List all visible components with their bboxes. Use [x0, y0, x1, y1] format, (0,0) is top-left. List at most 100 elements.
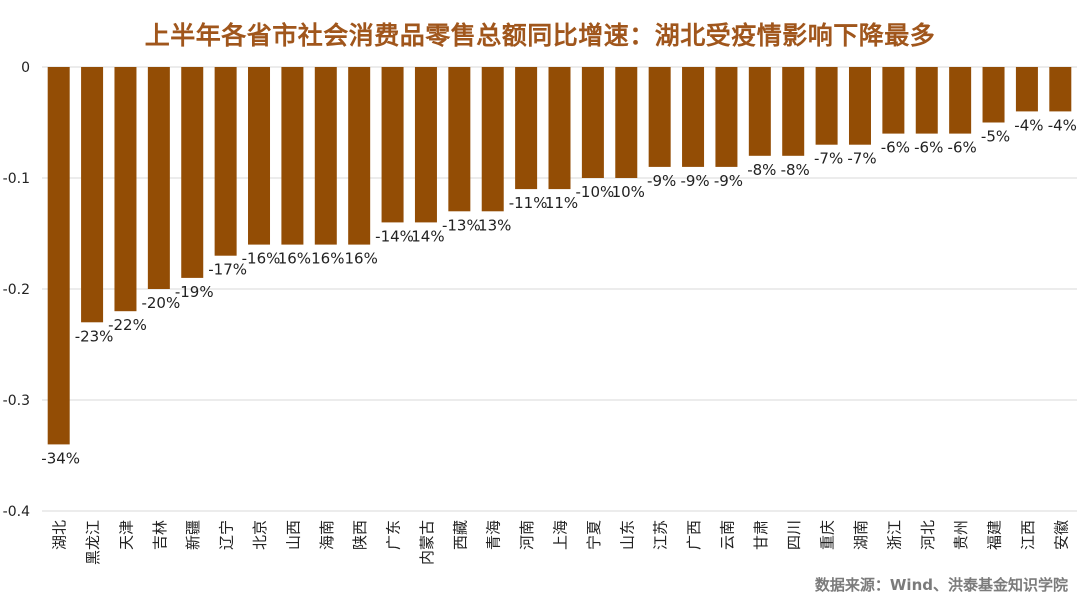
data-label: -19%	[175, 283, 214, 301]
y-tick-label: -0.3	[3, 393, 30, 409]
bar	[248, 67, 271, 245]
bar	[81, 67, 104, 323]
data-label: -9%	[647, 172, 676, 190]
data-label: -4%	[1014, 116, 1043, 134]
x-tick-label: 宁夏	[585, 520, 603, 550]
bar	[982, 67, 1005, 123]
data-label: -8%	[781, 161, 810, 179]
x-tick-label: 山西	[284, 520, 302, 550]
x-tick-label: 上海	[552, 520, 570, 550]
data-label: -9%	[714, 172, 743, 190]
x-tick-label: 北京	[251, 520, 269, 550]
bar	[414, 67, 437, 223]
x-tick-label: 辽宁	[218, 520, 236, 550]
x-tick-label: 四川	[785, 520, 803, 550]
data-label: 10%	[612, 183, 645, 201]
x-tick-label: 安徽	[1052, 520, 1070, 550]
data-label: 16%	[278, 250, 311, 268]
x-tick-label: 新疆	[184, 520, 202, 550]
bar	[147, 67, 170, 289]
bar	[381, 67, 404, 223]
x-tick-label: 黑龙江	[84, 520, 102, 565]
data-label: -10%	[576, 183, 615, 201]
data-label: -6%	[914, 139, 943, 157]
bar	[682, 67, 705, 167]
y-tick-label: -0.1	[3, 171, 30, 187]
x-tick-label: 西藏	[451, 520, 469, 550]
data-label: -34%	[41, 449, 80, 467]
data-label: -5%	[981, 128, 1010, 146]
x-tick-label: 甘肃	[752, 520, 770, 550]
data-label: -17%	[208, 261, 247, 279]
x-tick-label: 云南	[718, 520, 736, 550]
data-label: -16%	[242, 250, 281, 268]
x-tick-label: 浙江	[885, 520, 903, 550]
data-label: 16%	[311, 250, 344, 268]
x-tick-label: 江西	[1019, 520, 1037, 550]
data-label: 11%	[545, 194, 578, 212]
data-label: 16%	[345, 250, 378, 268]
bar	[615, 67, 638, 178]
x-tick-label: 湖南	[852, 520, 870, 550]
y-tick-label: 0	[21, 60, 30, 76]
x-tick-label: 湖北	[51, 520, 69, 550]
bar	[848, 67, 871, 145]
bar	[481, 67, 504, 212]
bar	[348, 67, 371, 245]
bar	[181, 67, 204, 278]
x-tick-label: 江苏	[652, 520, 670, 550]
bar	[548, 67, 571, 190]
data-label: -9%	[680, 172, 709, 190]
data-label: -4%	[1048, 116, 1077, 134]
bar	[47, 67, 70, 445]
bar	[515, 67, 538, 190]
data-label: -23%	[75, 327, 114, 345]
data-label: -6%	[881, 139, 910, 157]
data-label: -6%	[948, 139, 977, 157]
data-label: -11%	[509, 194, 548, 212]
bar	[915, 67, 938, 134]
data-label: -20%	[141, 294, 180, 312]
data-label: -7%	[814, 150, 843, 168]
data-label: -13%	[442, 216, 481, 234]
x-tick-label: 青海	[485, 520, 503, 550]
data-label: -14%	[375, 227, 414, 245]
bar	[782, 67, 805, 156]
data-label: 14%	[411, 227, 444, 245]
x-tick-label: 广西	[685, 520, 703, 550]
bar	[748, 67, 771, 156]
source-note: 数据来源：Wind、洪泰基金知识学院	[814, 576, 1068, 594]
x-tick-label: 海南	[318, 520, 336, 550]
x-tick-label: 陕西	[351, 520, 369, 550]
x-tick-label: 山东	[618, 520, 636, 550]
x-tick-label: 河北	[919, 520, 937, 550]
data-label: -22%	[108, 316, 147, 334]
x-tick-label: 重庆	[819, 520, 837, 550]
bar	[114, 67, 137, 312]
bar	[715, 67, 738, 167]
bar	[882, 67, 905, 134]
x-tick-label: 内蒙古	[418, 520, 436, 565]
x-tick-label: 吉林	[151, 520, 169, 550]
chart-title: 上半年各省市社会消费品零售总额同比增速：湖北受疫情影响下降最多	[144, 21, 936, 50]
bar	[581, 67, 604, 178]
data-label: 13%	[478, 216, 511, 234]
data-label: -7%	[847, 150, 876, 168]
bar	[1049, 67, 1072, 112]
x-tick-label: 广东	[385, 520, 403, 550]
bar	[314, 67, 337, 245]
x-tick-label: 河南	[518, 520, 536, 550]
bar	[949, 67, 972, 134]
y-tick-label: -0.2	[3, 282, 30, 298]
x-tick-label: 福建	[986, 520, 1004, 550]
bar	[1015, 67, 1038, 112]
bar	[648, 67, 671, 167]
y-tick-label: -0.4	[3, 504, 30, 520]
x-tick-label: 贵州	[952, 520, 970, 550]
bar	[815, 67, 838, 145]
bar	[448, 67, 471, 212]
data-label: -8%	[747, 161, 776, 179]
bar	[281, 67, 304, 245]
